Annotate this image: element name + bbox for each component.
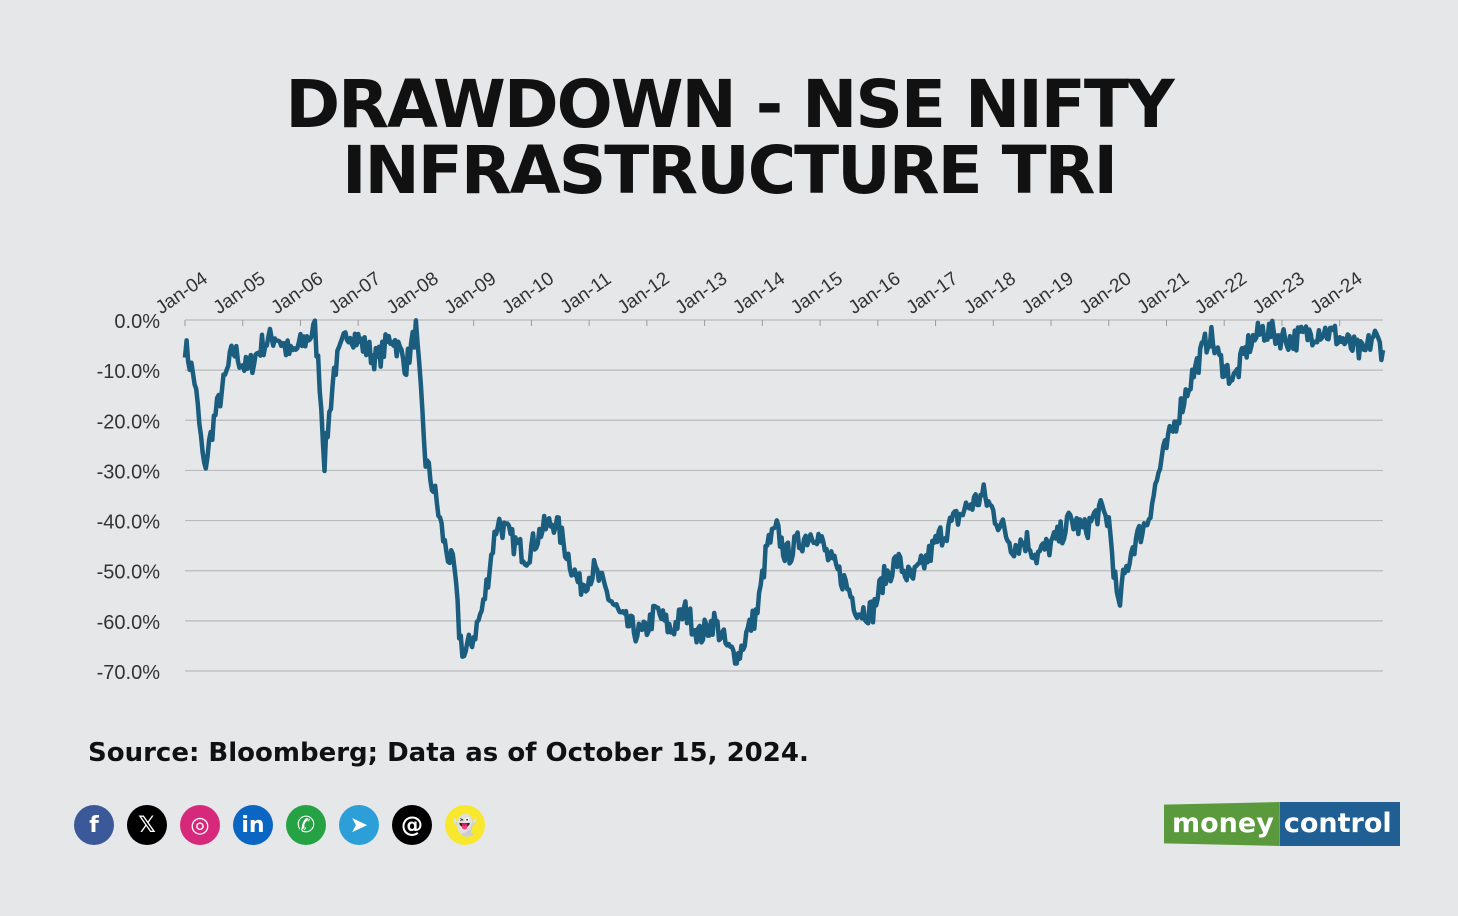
x-tick-label: Jan-07 [325,268,385,319]
x-tick-label: Jan-16 [845,268,905,319]
y-tick-label: -10.0% [97,361,161,383]
moneycontrol-logo: money control [1164,802,1400,846]
y-tick-label: -60.0% [97,612,161,634]
x-tick-label: Jan-05 [210,268,270,319]
x-tick-label: Jan-08 [383,268,443,319]
x-tick-label: Jan-15 [787,268,847,319]
logo-money: money [1164,802,1280,846]
y-tick-label: -40.0% [97,512,161,534]
logo-control: control [1279,802,1400,846]
source-note: Source: Bloomberg; Data as of October 15… [88,738,809,768]
x-tick-label: Jan-18 [960,268,1020,319]
drawdown-series-line [182,318,1386,666]
x-tick-label: Jan-22 [1191,268,1251,319]
y-tick-label: 0.0% [114,311,160,333]
x-tick-label: Jan-24 [1307,268,1367,319]
x-tick-label: Jan-13 [672,268,732,319]
x-tick-label: Jan-06 [267,268,327,319]
social-icons: f 𝕏 ◎ in ✆ ➤ @ 👻 [74,805,485,845]
x-tick-label: Jan-14 [729,268,789,319]
drawdown-chart: 0.0% -10.0% -20.0% -30.0% -40.0% -50.0% -60.0%… [97,268,1386,684]
snapchat-icon[interactable]: 👻 [445,805,485,845]
y-tick-label: -70.0% [97,662,161,684]
title-line-2: INFRASTRUCTURE TRI [341,132,1118,209]
x-tick-label: Jan-12 [614,268,674,319]
x-tick-label: Jan-04 [152,268,212,319]
x-tick-label: Jan-23 [1249,268,1309,319]
page-title: DRAWDOWN - NSE NIFTY INFRASTRUCTURE TRI [0,72,1458,204]
linkedin-icon[interactable]: in [233,805,273,845]
x-tick-label: Jan-20 [1076,268,1136,319]
y-tick-label: -20.0% [97,411,161,433]
y-tick-label: -50.0% [97,562,161,584]
instagram-icon[interactable]: ◎ [180,805,220,845]
x-tick-label: Jan-19 [1018,268,1078,319]
facebook-icon[interactable]: f [74,805,114,845]
y-tick-label: -30.0% [97,461,161,483]
whatsapp-icon[interactable]: ✆ [286,805,326,845]
x-tick-label: Jan-21 [1134,268,1194,319]
x-tick-label: Jan-09 [441,268,501,319]
x-tick-label: Jan-17 [903,268,963,319]
title-line-1: DRAWDOWN - NSE NIFTY [285,66,1174,143]
threads-icon[interactable]: @ [392,805,432,845]
x-tick-label: Jan-10 [498,268,558,319]
x-icon[interactable]: 𝕏 [127,805,167,845]
telegram-icon[interactable]: ➤ [339,805,379,845]
x-tick-label: Jan-11 [557,269,615,319]
